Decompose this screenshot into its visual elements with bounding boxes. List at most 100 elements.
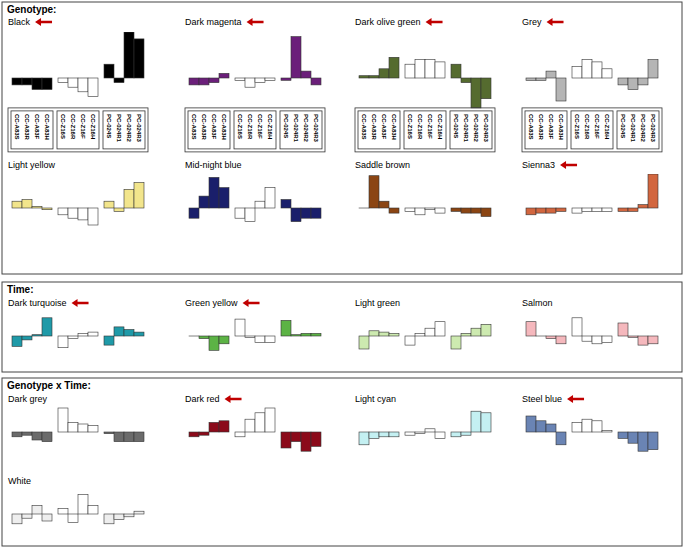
tick-label: CC-Z16H [90,114,96,139]
bar [461,78,471,83]
bar [638,432,648,451]
bar [638,205,648,208]
bar [134,332,144,336]
tick-label: PC-024S [283,114,289,138]
tick-label: PC-024R1 [116,114,122,143]
bar [471,411,481,432]
tick-label: CC-A83S [14,114,20,140]
bar [88,208,98,225]
label-group-box [188,111,230,149]
bar [536,78,546,80]
bar [369,176,379,208]
bar [189,208,199,218]
bar [134,39,144,78]
bar [471,78,481,108]
bar [124,32,134,78]
bar [556,336,566,344]
highlight-arrow [72,299,89,307]
bar [389,57,399,78]
bar [461,208,471,213]
bar [425,208,435,210]
bar [219,336,229,344]
bar [78,333,88,336]
bar [602,208,612,211]
tick-label: PC-024S [453,114,459,138]
bar [245,78,255,87]
tick-label: CC-Z16S [60,114,66,139]
mini-chart: Light cyan [355,394,491,445]
panel-title: Genotype: [7,4,56,15]
bar [58,408,68,432]
bar [68,78,78,87]
tick-label: CC-A83H [221,114,227,140]
bar [379,432,389,437]
bar [209,422,219,432]
bar [124,514,134,517]
mini-chart: Dark magentaCC-A83SCC-A83RCC-A83FCC-A83H… [185,17,325,152]
mini-chart: BlackCC-A83SCC-A83RCC-A83FCC-A83HCC-Z16S… [8,17,148,152]
bars [12,318,144,348]
bar [451,432,461,437]
chart-title: Dark grey [8,394,48,404]
bar [88,332,98,336]
bar [32,335,42,336]
bar [451,336,461,349]
chart-title: Dark red [185,394,220,404]
bar [618,432,628,438]
highlight-arrow [567,395,584,403]
bar [556,78,566,101]
bar [311,208,321,218]
mini-chart: GreyCC-A83SCC-A83RCC-A83FCC-A83HCC-Z16SC… [522,17,662,152]
bar [536,421,546,432]
bar [42,208,52,210]
bar [592,421,602,432]
bar [628,336,638,337]
tick-label: CC-A83S [528,114,534,140]
tick-label: CC-Z16H [437,114,443,139]
bar [88,78,98,96]
bar [359,432,369,445]
bars [12,408,144,442]
bar [209,177,219,208]
bar [68,208,78,218]
highlight-arrow [247,18,264,26]
bar [104,201,114,208]
bar [32,432,42,440]
bar [471,208,481,213]
chart-title: Mid-night blue [185,160,242,170]
tick-label: CC-A83S [361,114,367,140]
bar [556,208,566,211]
bar [104,514,114,524]
tick-label: CC-A83R [371,114,377,141]
bar [42,432,52,442]
tick-label: CC-Z16H [267,114,273,139]
bar [405,64,415,78]
bar [32,206,42,208]
bar [618,78,628,85]
tick-label: CC-Z16H [604,114,610,139]
bar [68,514,78,522]
mini-chart: Dark turquoise [8,298,144,348]
chart-title: Dark olive green [355,17,421,27]
tick-label: CC-Z16S [574,114,580,139]
bar [628,208,638,211]
bar [425,60,435,78]
bar [389,333,399,336]
bar [134,183,144,209]
bar [235,319,245,336]
chart-title: Light green [355,298,400,308]
bar [219,73,229,78]
bar [12,432,22,437]
bar [389,432,399,437]
bar [582,336,592,341]
bar [405,336,415,345]
bar [602,430,612,432]
bar [301,71,311,78]
bar [42,318,52,336]
mini-chart: Green yellow [185,298,321,350]
tick-label: PC-024R3 [313,114,319,143]
bar [379,69,389,78]
tick-label: CC-A83H [44,114,50,140]
bars [12,183,144,226]
bar [405,208,415,211]
